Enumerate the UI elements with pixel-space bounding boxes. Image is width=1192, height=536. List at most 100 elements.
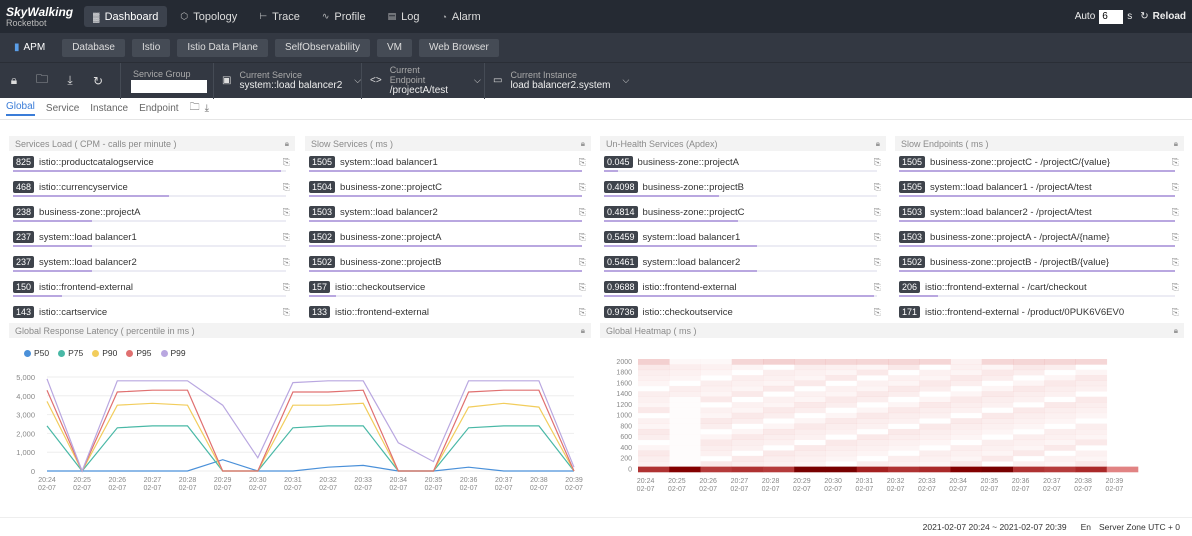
heatmap-cell[interactable] xyxy=(669,466,701,473)
auto-interval-input[interactable]: 6 xyxy=(1099,9,1124,24)
heatmap-cell[interactable] xyxy=(1107,434,1139,440)
heatmap-cell[interactable] xyxy=(857,402,889,408)
heatmap-cell[interactable] xyxy=(856,445,889,451)
heatmap-cell[interactable] xyxy=(919,407,951,414)
heatmap-cell[interactable] xyxy=(763,391,795,397)
heatmap-cell[interactable] xyxy=(763,455,795,462)
heatmap-cell[interactable] xyxy=(700,369,733,376)
heatmap-cell[interactable] xyxy=(888,397,920,403)
heatmap-cell[interactable] xyxy=(763,385,795,392)
heatmap-cell[interactable] xyxy=(794,391,826,397)
heatmap-cell[interactable] xyxy=(950,369,983,376)
nav-alarm[interactable]: ◔ Alarm xyxy=(432,6,489,27)
heatmap-cell[interactable] xyxy=(794,369,826,376)
heatmap-cell[interactable] xyxy=(950,364,983,371)
copy-icon[interactable]: ⎘ xyxy=(282,307,290,317)
heatmap-cell[interactable] xyxy=(763,428,795,435)
heatmap-cell[interactable] xyxy=(700,396,733,403)
heatmap-cell[interactable] xyxy=(981,455,1014,462)
heatmap-cell[interactable] xyxy=(669,397,701,403)
heatmap-cell[interactable] xyxy=(763,434,795,441)
tab-endpoint[interactable]: Endpoint xyxy=(139,103,179,114)
heatmap-cell[interactable] xyxy=(731,407,764,414)
heatmap-cell[interactable] xyxy=(825,396,858,403)
heatmap-cell[interactable] xyxy=(825,466,858,473)
layer-web-browser[interactable]: Web Browser xyxy=(418,38,499,57)
nav-dashboard[interactable]: ▓ Dashboard xyxy=(84,6,168,27)
heatmap-cell[interactable] xyxy=(638,391,670,397)
heatmap-cell[interactable] xyxy=(826,381,858,387)
heatmap-cell[interactable] xyxy=(1075,375,1108,381)
heatmap-cell[interactable] xyxy=(794,386,826,392)
heatmap-cell[interactable] xyxy=(731,412,764,419)
heatmap-cell[interactable] xyxy=(638,423,670,430)
heatmap-cell[interactable] xyxy=(950,434,983,441)
heatmap-cell[interactable] xyxy=(1044,391,1076,397)
heatmap-cell[interactable] xyxy=(981,423,1014,430)
heatmap-cell[interactable] xyxy=(731,375,764,381)
heatmap-cell[interactable] xyxy=(919,428,951,435)
layer-apm[interactable]: ▮ APM xyxy=(4,39,55,57)
heatmap-cell[interactable] xyxy=(731,428,764,435)
heatmap-cell[interactable] xyxy=(981,418,1014,424)
heatmap-cell[interactable] xyxy=(1075,466,1108,473)
heatmap-cell[interactable] xyxy=(919,359,951,365)
nav-trace[interactable]: ⊢ Trace xyxy=(250,6,309,27)
heatmap-cell[interactable] xyxy=(950,466,983,473)
legend-item[interactable]: P95 xyxy=(126,348,152,358)
heatmap-cell[interactable] xyxy=(888,412,920,419)
heatmap-cell[interactable] xyxy=(669,413,701,419)
heatmap-cell[interactable] xyxy=(669,402,701,408)
copy-icon[interactable]: ⎘ xyxy=(1171,157,1179,167)
heatmap-cell[interactable] xyxy=(1013,466,1045,473)
list-item[interactable]: 0.045 business-zone::projectA ⎘ xyxy=(604,151,883,176)
heatmap-cell[interactable] xyxy=(919,461,951,467)
list-item[interactable]: 238 business-zone::projectA ⎘ xyxy=(13,201,292,226)
copy-icon[interactable]: ⎘ xyxy=(1171,307,1179,317)
heatmap-cell[interactable] xyxy=(763,450,795,457)
heatmap-cell[interactable] xyxy=(919,418,951,424)
heatmap-cell[interactable] xyxy=(825,385,858,392)
reload-icon[interactable]: ↻ xyxy=(1140,11,1149,22)
heatmap-cell[interactable] xyxy=(825,402,858,408)
heatmap-cell[interactable] xyxy=(1013,369,1045,376)
heatmap-cell[interactable] xyxy=(1013,380,1045,387)
heatmap-cell[interactable] xyxy=(950,396,983,403)
list-item[interactable]: 1504 business-zone::projectC ⎘ xyxy=(309,176,588,201)
heatmap-cell[interactable] xyxy=(794,434,826,441)
heatmap-cell[interactable] xyxy=(794,364,826,371)
heatmap-cell[interactable] xyxy=(825,359,858,365)
copy-icon[interactable]: ⎘ xyxy=(1171,232,1179,242)
heatmap-cell[interactable] xyxy=(731,461,764,467)
heatmap-cell[interactable] xyxy=(763,380,795,387)
heatmap-cell[interactable] xyxy=(794,461,826,467)
heatmap-cell[interactable] xyxy=(981,359,1014,365)
heatmap-cell[interactable] xyxy=(1107,450,1139,456)
heatmap-cell[interactable] xyxy=(981,369,1014,376)
copy-icon[interactable]: ⎘ xyxy=(282,232,290,242)
heatmap-cell[interactable] xyxy=(731,385,764,392)
heatmap-cell[interactable] xyxy=(982,407,1014,413)
heatmap-cell[interactable] xyxy=(669,385,701,392)
heatmap-cell[interactable] xyxy=(700,445,733,451)
heatmap-cell[interactable] xyxy=(700,359,733,365)
heatmap-cell[interactable] xyxy=(732,397,764,403)
heatmap-cell[interactable] xyxy=(981,364,1014,371)
heatmap-cell[interactable] xyxy=(794,359,826,365)
tab-service[interactable]: Service xyxy=(45,103,80,114)
list-item[interactable]: 1502 business-zone::projectA ⎘ xyxy=(309,226,588,251)
heatmap-cell[interactable] xyxy=(856,380,889,387)
heatmap-cell[interactable] xyxy=(638,418,670,424)
list-item[interactable]: 171 istio::frontend-external - /product/0… xyxy=(899,301,1181,319)
heatmap-cell[interactable] xyxy=(1107,429,1139,435)
nav-topology[interactable]: ⬡ Topology xyxy=(171,6,246,27)
heatmap-cell[interactable] xyxy=(1107,456,1139,462)
heatmap-cell[interactable] xyxy=(826,434,858,440)
heatmap-cell[interactable] xyxy=(856,450,889,457)
heatmap-cell[interactable] xyxy=(981,428,1014,435)
heatmap-cell[interactable] xyxy=(731,466,764,473)
heatmap-cell[interactable] xyxy=(1044,434,1076,441)
heatmap-cell[interactable] xyxy=(638,428,670,435)
heatmap-cell[interactable] xyxy=(950,423,983,430)
heatmap-cell[interactable] xyxy=(669,391,701,397)
